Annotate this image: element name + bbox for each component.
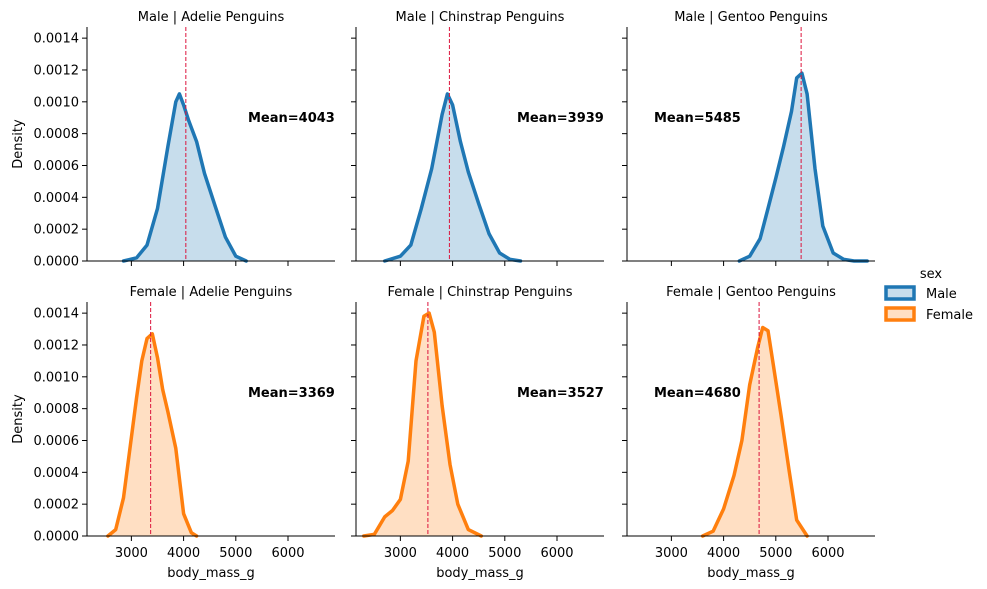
legend-swatch <box>884 285 916 301</box>
x-axis-label: body_mass_g <box>436 566 524 581</box>
x-axis-label: body_mass_g <box>167 566 255 581</box>
mean-label: Mean=3369 <box>248 386 335 401</box>
kde-area-fill <box>702 327 808 536</box>
y-tick-label: 0.0012 <box>34 63 80 78</box>
kde-curve <box>382 92 523 263</box>
y-tick-label: 0.0010 <box>34 95 80 110</box>
legend-label: Male <box>926 287 957 302</box>
mean-label: Mean=4043 <box>248 111 335 126</box>
x-tick-label: 6000 <box>540 546 573 561</box>
facet-panel: Mean=4680 Female | Gentoo Penguins 3000 400… <box>622 285 875 581</box>
x-tick-label: 3000 <box>115 546 148 561</box>
y-tick-label: 0.0008 <box>34 402 80 417</box>
y-tick-label: 0.0004 <box>34 191 80 206</box>
x-tick-label: 4000 <box>436 546 469 561</box>
kde-curve <box>106 332 199 538</box>
y-tick-label: 0.0000 <box>34 255 80 270</box>
legend-swatch <box>884 306 916 322</box>
kde-area-fill <box>739 73 868 261</box>
facet-panel: Mean=3369 Female | Adelie Penguins 0.0000 0… <box>11 285 335 581</box>
kde-curve <box>737 71 869 263</box>
y-tick-label: 0.0010 <box>34 370 80 385</box>
x-tick-label: 6000 <box>271 546 304 561</box>
x-tick-label: 4000 <box>707 546 740 561</box>
y-tick-label: 0.0014 <box>34 32 80 47</box>
x-tick-label: 5000 <box>488 546 521 561</box>
y-tick-label: 0.0002 <box>34 498 80 513</box>
legend: sex Male Female <box>884 267 973 323</box>
kde-curve <box>121 92 248 263</box>
x-tick-label: 5000 <box>219 546 252 561</box>
y-tick-label: 0.0002 <box>34 223 80 238</box>
kde-curve <box>362 311 484 538</box>
y-tick-label: 0.0012 <box>34 338 80 353</box>
x-tick-label: 5000 <box>759 546 792 561</box>
mean-label: Mean=5485 <box>654 111 741 126</box>
facet-panel: Mean=3939 Male | Chinstrap Penguins <box>351 10 604 266</box>
y-tick-label: 0.0006 <box>34 434 80 449</box>
x-axis-label: body_mass_g <box>707 566 795 581</box>
panel-title: Male | Chinstrap Penguins <box>396 10 565 25</box>
legend-title: sex <box>920 267 943 282</box>
y-tick-label: 0.0006 <box>34 159 80 174</box>
y-tick-label: 0.0004 <box>34 466 80 481</box>
kde-area-fill <box>363 313 482 536</box>
kde-area-fill <box>107 333 197 536</box>
kde-area-fill <box>384 93 521 262</box>
x-tick-label: 4000 <box>167 546 200 561</box>
kde-area-fill <box>123 93 247 262</box>
mean-label: Mean=3939 <box>517 111 604 126</box>
mean-label: Mean=4680 <box>654 386 741 401</box>
y-tick-label: 0.0000 <box>34 530 80 545</box>
facet-panel: Mean=3527 Female | Chinstrap Penguins 3000… <box>351 285 604 581</box>
panel-title: Female | Adelie Penguins <box>130 285 293 300</box>
x-tick-label: 3000 <box>655 546 688 561</box>
x-tick-label: 3000 <box>384 546 417 561</box>
y-tick-label: 0.0008 <box>34 127 80 142</box>
y-axis-label: Density <box>11 119 26 169</box>
panel-title: Female | Gentoo Penguins <box>666 285 836 300</box>
kde-curve <box>700 325 809 538</box>
panel-title: Female | Chinstrap Penguins <box>387 285 572 300</box>
mean-label: Mean=3527 <box>517 386 604 401</box>
facet-panel: Mean=5485 Male | Gentoo Penguins <box>622 10 875 266</box>
panel-title: Male | Gentoo Penguins <box>674 10 828 25</box>
facet-panel: Mean=4043 Male | Adelie Penguins 0.0000 0.0… <box>11 10 335 270</box>
x-tick-label: 6000 <box>811 546 844 561</box>
y-axis-label: Density <box>11 394 26 444</box>
y-tick-label: 0.0014 <box>34 307 80 322</box>
legend-label: Female <box>926 308 973 323</box>
panel-title: Male | Adelie Penguins <box>138 10 285 25</box>
